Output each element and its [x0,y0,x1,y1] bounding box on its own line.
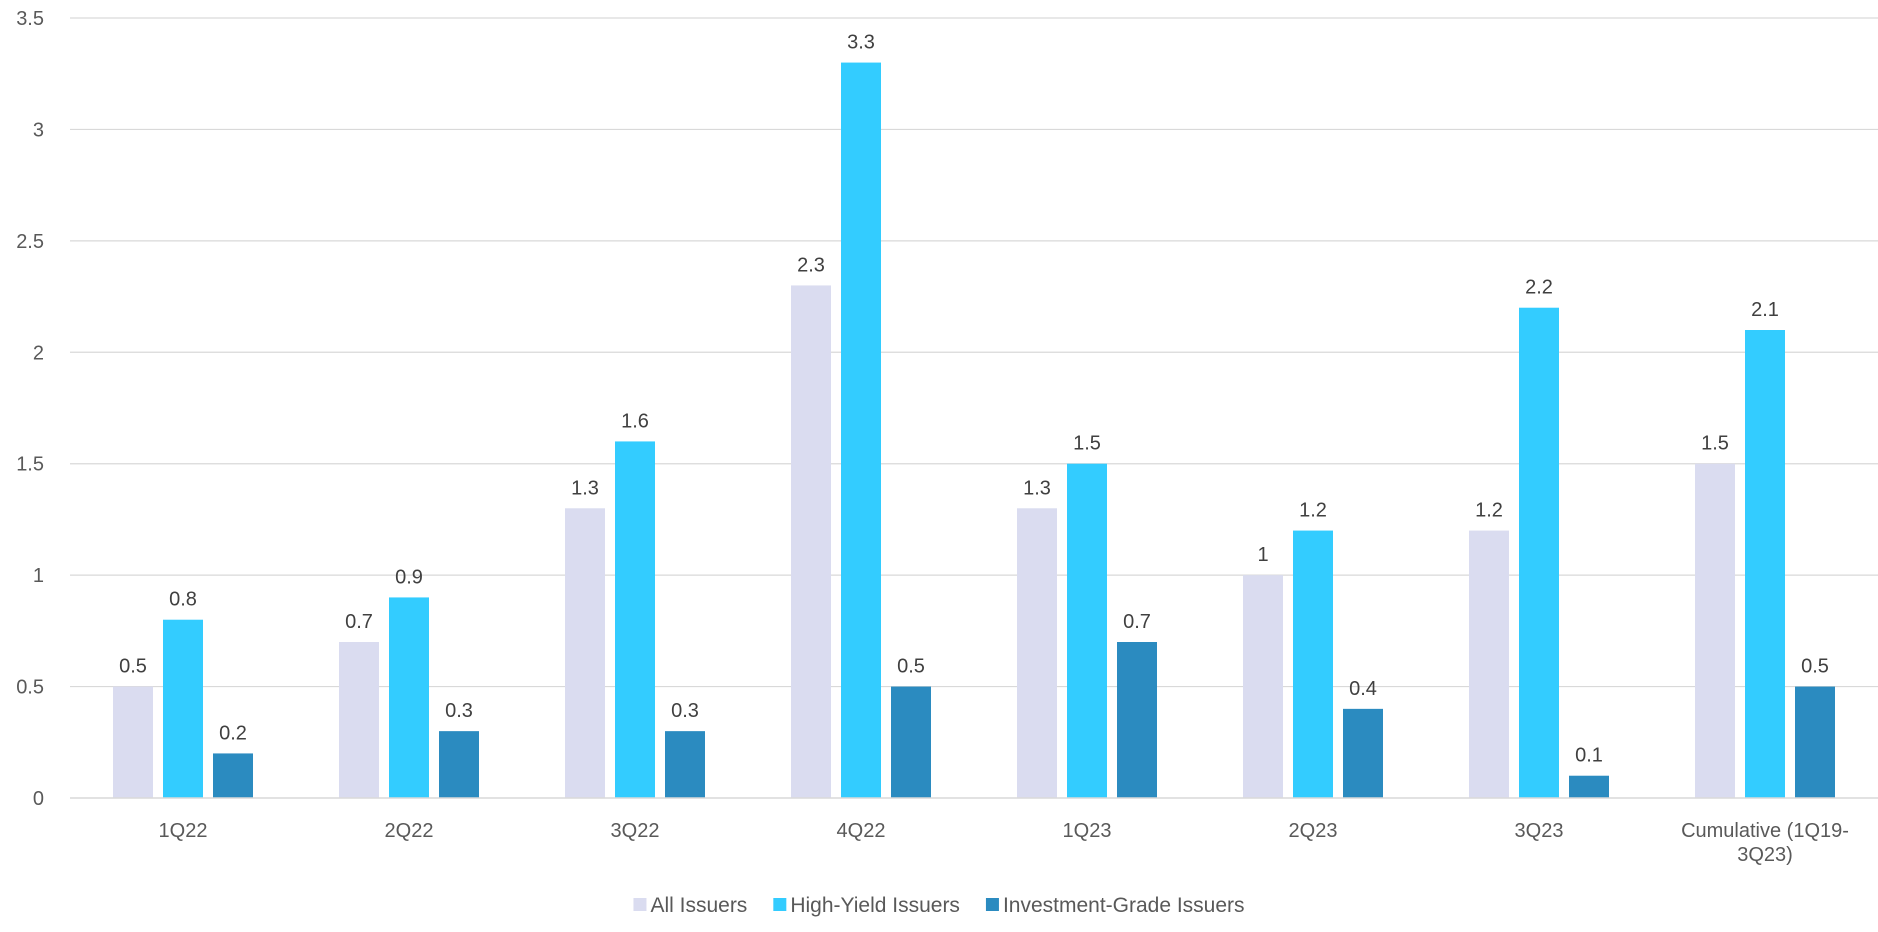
x-category-label: 2Q22 [385,820,434,842]
x-category-label: 3Q23) [1737,844,1793,866]
x-category-label: 4Q22 [837,820,886,842]
bar-series-3 [665,731,705,798]
bar-series-2 [615,441,655,798]
data-label: 1.5 [1073,433,1101,455]
bar-series-3 [891,686,931,798]
data-label: 2.1 [1751,299,1779,321]
data-label: 1.6 [621,410,649,432]
x-category-label: Cumulative (1Q19- [1681,820,1849,842]
x-category-label: 1Q23 [1063,820,1112,842]
bar-series-3 [1117,642,1157,798]
legend-label: Investment-Grade Issuers [1003,894,1245,917]
legend-label: All Issuers [650,894,747,917]
y-tick-label: 3.5 [16,8,44,30]
bar-series-3 [213,753,253,798]
data-labels: 0.5 0.8 0.2 0.7 0.9 0.3 1.3 1.6 0.3 2.3 3.3 0.5 1.3 1… [119,32,1829,767]
data-label: 0.8 [169,589,197,611]
bar-series-1 [1469,530,1509,798]
x-category-label: 3Q22 [611,820,660,842]
data-label: 0.3 [445,700,473,722]
bar-series-1 [791,285,831,798]
bar-series-2 [1519,307,1559,798]
data-label: 0.5 [119,656,147,678]
data-label: 0.1 [1575,745,1603,767]
x-category-label: 2Q23 [1289,820,1338,842]
legend-swatch [985,898,999,911]
bar-series-2 [1067,463,1107,798]
bar-series-2 [1745,330,1785,798]
bar-series-3 [439,731,479,798]
legend-item: Investment-Grade Issuers [985,894,1245,917]
data-label: 0.5 [897,656,925,678]
data-label: 1.2 [1475,500,1503,522]
data-label: 0.2 [219,722,247,744]
data-label: 0.4 [1349,678,1377,700]
data-label: 1.3 [1023,477,1051,499]
x-category-label: 3Q23 [1515,820,1564,842]
bar-series-1 [565,508,605,798]
legend-item: High-Yield Issuers [773,894,960,917]
legend-swatch [633,898,647,911]
data-label: 1.5 [1701,433,1729,455]
bar-series-1 [339,642,379,798]
legend: All Issuers High-Yield Issuers Investment-… [633,894,1245,917]
bar-series-3 [1343,708,1383,798]
y-tick-label: 3 [33,119,44,141]
bar-series-1 [1017,508,1057,798]
y-tick-label: 0.5 [16,677,44,699]
y-tick-label: 1.5 [16,454,44,476]
y-tick-label: 0 [33,788,44,810]
data-label: 0.9 [395,566,423,588]
legend-swatch [773,898,787,911]
data-label: 0.3 [671,700,699,722]
legend-item: All Issuers [633,894,747,917]
gridlines [70,17,1878,688]
legend-label: High-Yield Issuers [790,894,960,917]
data-label: 2.2 [1525,277,1553,299]
data-label: 1 [1257,544,1268,566]
bars [113,62,1835,799]
bar-series-1 [1243,575,1283,798]
data-label: 3.3 [847,32,875,54]
bar-series-1 [113,686,153,798]
bar-series-2 [389,597,429,798]
bar-series-2 [1293,530,1333,798]
y-tick-label: 1 [33,565,44,587]
data-label: 0.7 [345,611,373,633]
y-tick-label: 2.5 [16,231,44,253]
bar-series-3 [1795,686,1835,798]
x-axis-category-labels: 1Q22 2Q22 3Q22 4Q22 1Q23 2Q23 3Q23 Cumulative (… [159,820,1849,866]
bar-series-1 [1695,463,1735,798]
bar-series-2 [163,619,203,798]
bar-series-2 [841,62,881,799]
data-label: 2.3 [797,254,825,276]
data-label: 0.5 [1801,656,1829,678]
x-category-label: 1Q22 [159,820,208,842]
data-label: 1.3 [571,477,599,499]
y-tick-label: 2 [33,342,44,364]
data-label: 0.7 [1123,611,1151,633]
y-axis-tick-labels: 0 0.5 1 1.5 2 2.5 3 3.5 [16,8,44,810]
data-label: 1.2 [1299,500,1327,522]
bar-series-3 [1569,775,1609,798]
